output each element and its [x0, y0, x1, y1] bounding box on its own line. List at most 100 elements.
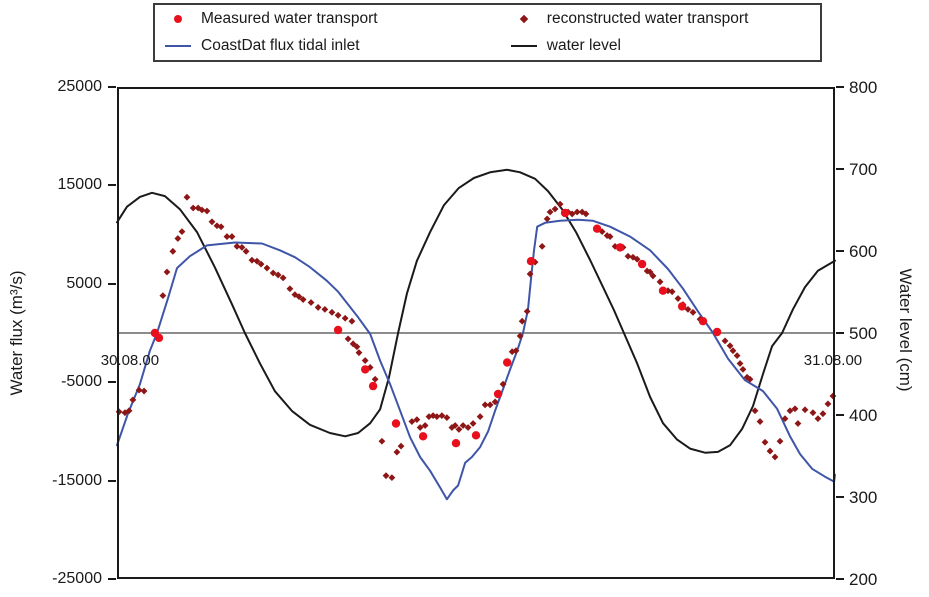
- data-point-reconstructed: [656, 278, 664, 286]
- data-point-reconstructed: [397, 442, 405, 450]
- legend-label: reconstructed water transport: [546, 10, 749, 27]
- data-point-measured: [560, 208, 570, 218]
- data-point-reconstructed: [159, 292, 167, 300]
- data-point-measured: [677, 302, 687, 311]
- data-point-reconstructed: [371, 375, 379, 383]
- data-point-reconstructed: [443, 414, 451, 422]
- blue-line-icon: [155, 45, 201, 47]
- data-point-reconstructed: [512, 347, 520, 355]
- data-point-reconstructed: [378, 437, 386, 445]
- left-axis-tick-label: 25000: [57, 78, 103, 95]
- left-axis-tick: [108, 578, 116, 580]
- data-point-reconstructed: [242, 247, 250, 255]
- data-point-reconstructed: [208, 218, 216, 226]
- black-line-icon: [501, 45, 547, 47]
- data-point-reconstructed: [486, 401, 494, 409]
- data-point-measured: [471, 431, 481, 440]
- data-point-reconstructed: [341, 314, 349, 322]
- right-axis-tick: [836, 86, 844, 88]
- data-point-reconstructed: [819, 410, 827, 418]
- data-point-reconstructed: [801, 406, 809, 414]
- right-axis-tick: [836, 414, 844, 416]
- data-point-reconstructed: [421, 422, 429, 429]
- data-point-measured: [712, 327, 722, 337]
- left-axis-tick: [108, 282, 116, 285]
- data-point-reconstructed: [429, 412, 437, 420]
- data-point-reconstructed: [279, 274, 287, 282]
- data-point-reconstructed: [746, 375, 754, 383]
- data-point-measured: [637, 259, 647, 269]
- data-point-reconstructed: [299, 296, 307, 303]
- data-point-reconstructed: [353, 343, 361, 351]
- legend-item-coastdat: CoastDat flux tidal inlet: [155, 33, 501, 60]
- data-point-reconstructed: [198, 206, 206, 214]
- data-point-reconstructed: [366, 364, 374, 371]
- left-axis-tick: [108, 86, 116, 88]
- data-point-measured: [698, 317, 708, 326]
- left-axis-tick-label: -25000: [52, 570, 102, 587]
- data-point-reconstructed: [538, 243, 546, 250]
- data-point-reconstructed: [726, 342, 734, 350]
- data-point-reconstructed: [766, 447, 774, 455]
- data-point-measured: [526, 257, 536, 266]
- data-point-reconstructed: [408, 418, 416, 425]
- data-point-reconstructed: [499, 380, 507, 388]
- data-point-reconstructed: [228, 233, 236, 240]
- series-line-waterlevel: [116, 168, 836, 454]
- data-point-reconstructed: [413, 416, 421, 423]
- data-point-reconstructed: [791, 405, 799, 413]
- data-point-reconstructed: [321, 305, 329, 313]
- data-point-reconstructed: [776, 437, 784, 445]
- data-point-reconstructed: [464, 424, 472, 431]
- data-point-reconstructed: [348, 317, 356, 325]
- data-point-reconstructed: [194, 204, 202, 212]
- data-point-reconstructed: [756, 418, 764, 425]
- data-point-reconstructed: [183, 193, 191, 201]
- legend: Measured water transport reconstructed w…: [153, 3, 822, 62]
- data-point-reconstructed: [433, 413, 441, 421]
- x-axis-date-label: 31.08.00: [803, 352, 863, 369]
- data-point-reconstructed: [556, 200, 564, 208]
- right-axis-tick: [836, 578, 844, 580]
- data-point-measured: [503, 358, 512, 367]
- data-point-reconstructed: [455, 426, 463, 433]
- right-axis-tick: [836, 496, 844, 498]
- data-point-reconstructed: [140, 387, 148, 395]
- data-point-measured: [418, 432, 428, 441]
- data-point-reconstructed: [736, 360, 744, 367]
- data-point-reconstructed: [786, 407, 794, 415]
- data-point-reconstructed: [314, 304, 322, 311]
- data-point-reconstructed: [344, 335, 352, 343]
- data-point-measured: [615, 243, 625, 252]
- data-point-reconstructed: [739, 366, 747, 373]
- data-point-reconstructed: [388, 474, 396, 482]
- data-point-reconstructed: [416, 424, 424, 431]
- data-point-reconstructed: [125, 407, 133, 415]
- data-point-reconstructed: [476, 413, 484, 421]
- data-point-measured: [154, 333, 164, 343]
- data-point-reconstructed: [771, 453, 779, 461]
- right-axis-tick-label: 500: [849, 324, 878, 343]
- data-point-measured: [493, 389, 503, 399]
- data-point-measured: [658, 286, 668, 295]
- legend-item-measured: Measured water transport: [155, 6, 501, 33]
- left-axis-tick: [108, 184, 116, 187]
- data-point-reconstructed: [721, 337, 729, 345]
- data-point-reconstructed: [274, 271, 282, 279]
- data-point-reconstructed: [286, 285, 294, 293]
- data-point-reconstructed: [674, 295, 682, 302]
- measured-dot-icon: [155, 15, 201, 23]
- data-point-reconstructed: [543, 215, 551, 223]
- right-axis-tick-label: 800: [849, 78, 878, 97]
- data-point-measured: [391, 419, 401, 428]
- data-point-reconstructed: [361, 357, 369, 364]
- reconstructed-diamond-icon: [501, 14, 547, 24]
- data-point-reconstructed: [668, 288, 676, 296]
- data-point-reconstructed: [606, 233, 614, 240]
- data-point-reconstructed: [213, 222, 221, 230]
- data-point-reconstructed: [824, 400, 832, 408]
- data-point-reconstructed: [481, 401, 489, 409]
- left-axis-tick-label: -5000: [61, 373, 102, 391]
- right-axis-tick-label: 600: [849, 242, 878, 261]
